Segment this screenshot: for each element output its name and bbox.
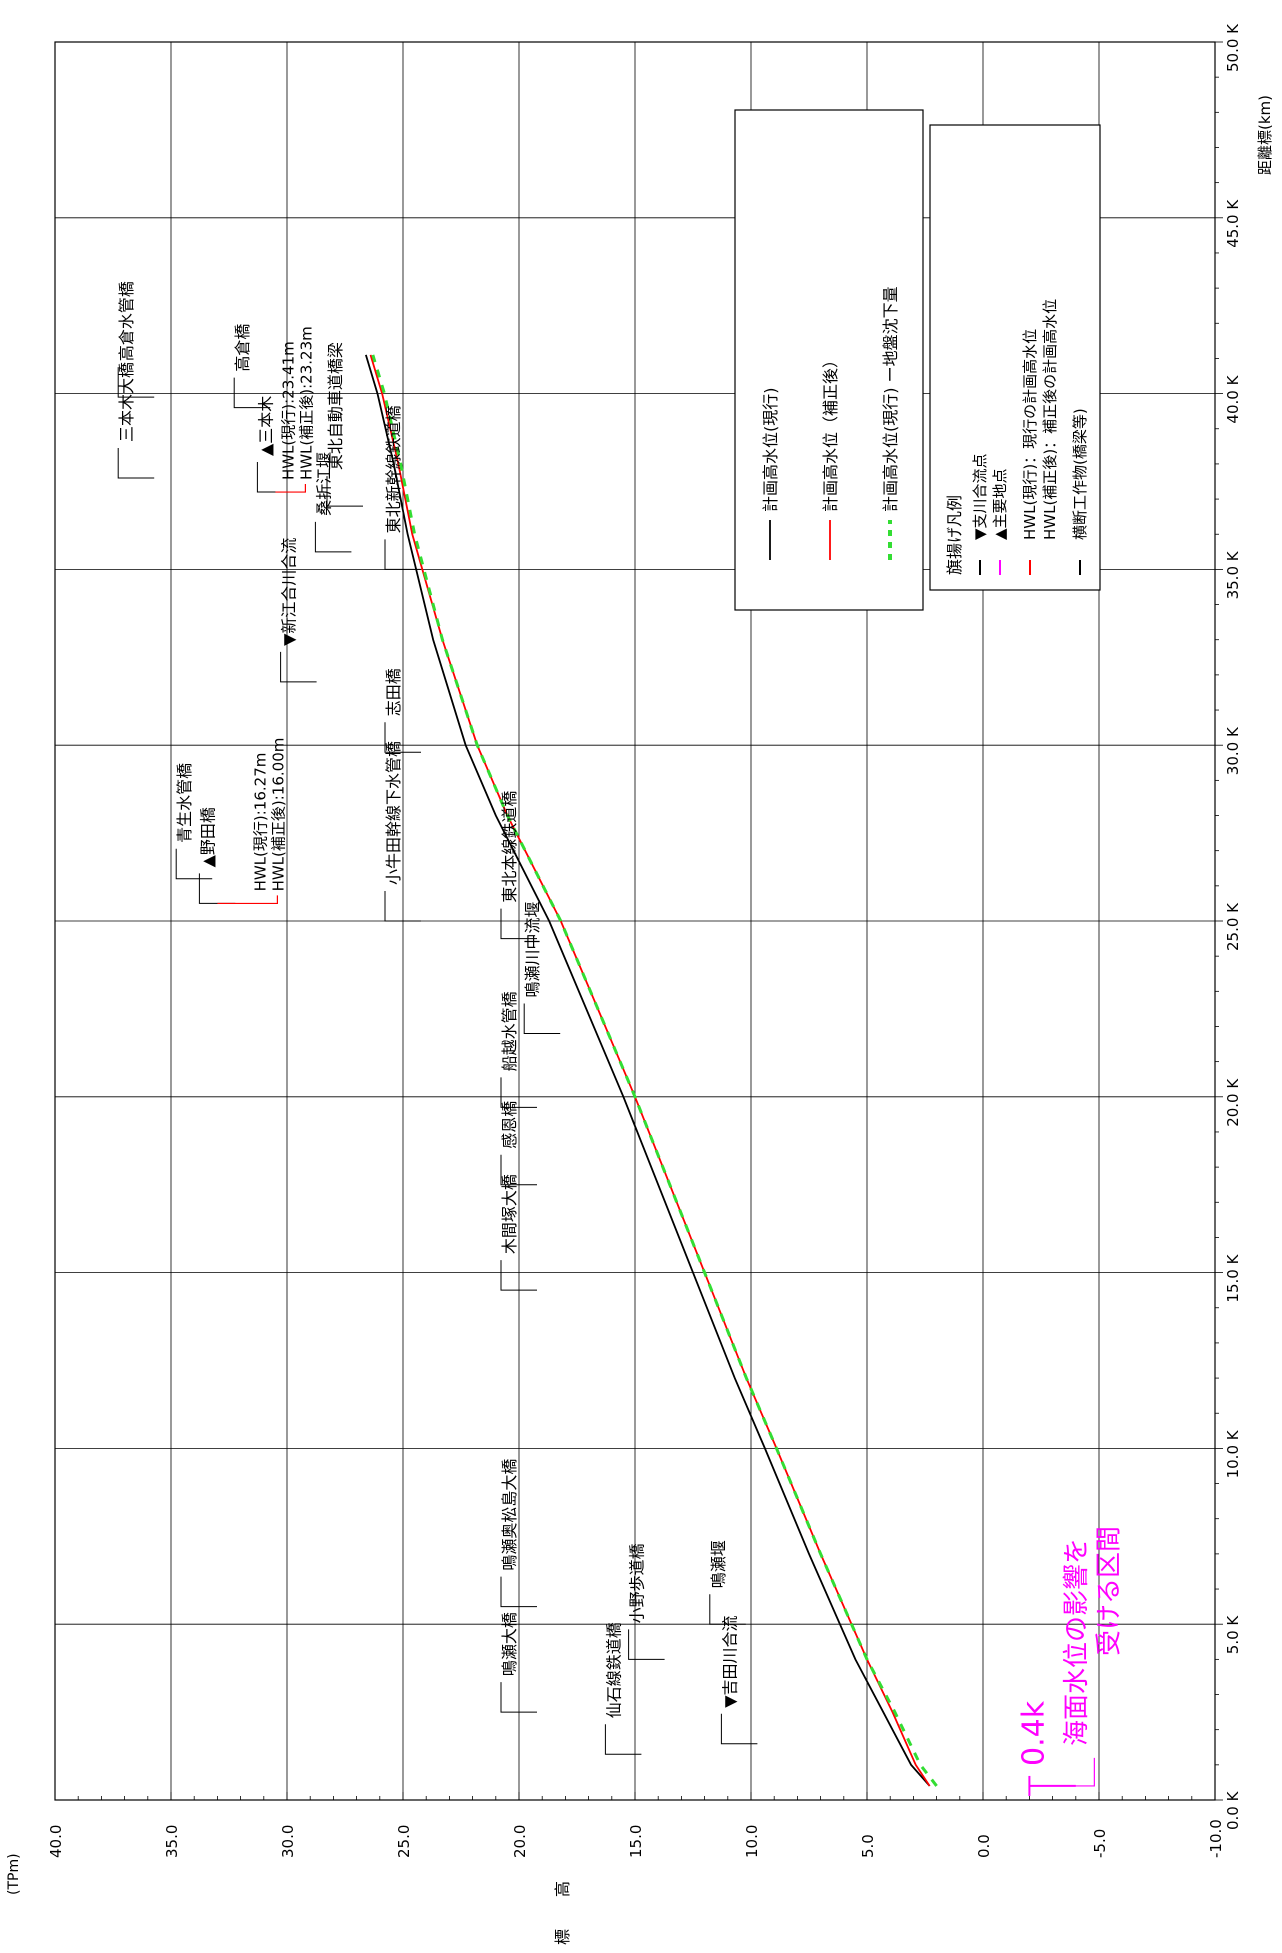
structure-label: 高倉水管橋 bbox=[117, 281, 136, 361]
y-tick-label: 0.0 bbox=[975, 1834, 993, 1858]
structure-label: 青生水管橋 bbox=[175, 763, 194, 843]
hwl-noda-corrected: HWL(補正後):16.00m bbox=[269, 738, 287, 892]
x-tick-label: 25.0 K bbox=[1224, 902, 1242, 951]
structure-label: 小牛田幹線下水管橋 bbox=[384, 741, 403, 885]
structure-label: 桑折江堰 bbox=[314, 452, 333, 516]
structure-label: 鳴瀬大橋 bbox=[500, 1612, 519, 1676]
structure-label: 小野歩道橋 bbox=[628, 1543, 647, 1623]
structure-flag bbox=[326, 476, 363, 507]
y-tick-label: 30.0 bbox=[279, 1825, 297, 1858]
x-tick-label: 50.0 K bbox=[1224, 23, 1242, 72]
y-tick-label: 40.0 bbox=[47, 1825, 65, 1858]
legend-flags bbox=[929, 124, 1101, 591]
y-tick-label: 35.0 bbox=[163, 1825, 181, 1858]
structure-flag bbox=[500, 1682, 537, 1713]
y-tick-label: -5.0 bbox=[1091, 1829, 1109, 1858]
structure-flag bbox=[117, 447, 155, 479]
x-tick-label: 10.0 K bbox=[1224, 1429, 1242, 1478]
structure-label: 高倉橋 bbox=[233, 324, 252, 372]
structure-label: 感恩橋 bbox=[500, 1101, 519, 1149]
x-tick-label: 30.0 K bbox=[1224, 726, 1242, 775]
structure-label: 東北新幹線鉄道橋 bbox=[384, 405, 403, 533]
sea-level-leader bbox=[1034, 1757, 1095, 1787]
structure-flag bbox=[500, 1260, 537, 1291]
legend2-item-label: HWL(現行)：現行の計画高水位 bbox=[1021, 329, 1039, 540]
structure-label: 鳴瀬奥松島大橋 bbox=[500, 1459, 519, 1571]
y-tick-label: 5.0 bbox=[859, 1834, 877, 1858]
sea-level-note-line1: 海面水位の影響を bbox=[1062, 1538, 1092, 1746]
legend2-item-label: HWL(補正後)：補正後の計画高水位 bbox=[1041, 299, 1059, 540]
structure-label: 仙石線鉄道橋 bbox=[604, 1622, 623, 1718]
x-tick-label: 5.0 K bbox=[1224, 1615, 1242, 1655]
hwl-flag-sanbongi bbox=[275, 484, 306, 493]
hwl-flag-noda bbox=[217, 895, 278, 905]
structure-flag bbox=[314, 521, 352, 553]
structure-flag bbox=[628, 1629, 665, 1660]
structure-flag bbox=[117, 367, 155, 398]
structure-label: ▲野田橋 bbox=[198, 807, 217, 867]
x-axis-label: 距離標(km) bbox=[1256, 95, 1274, 175]
legend2-item-label: ▼支川合流点 bbox=[971, 453, 989, 540]
structure-flag bbox=[500, 1077, 537, 1108]
structure-flag bbox=[384, 722, 421, 753]
structure-flag bbox=[384, 539, 421, 570]
x-tick-label: 40.0 K bbox=[1224, 374, 1242, 423]
structure-label: 木間塚大橋 bbox=[500, 1174, 519, 1254]
y-tick-label: 15.0 bbox=[627, 1825, 645, 1858]
x-tick-label: 35.0 K bbox=[1224, 550, 1242, 599]
series-line-2 bbox=[371, 354, 938, 1787]
x-tick-label: 15.0 K bbox=[1224, 1253, 1242, 1302]
legend-series bbox=[734, 109, 924, 611]
structure-flag bbox=[720, 1713, 758, 1745]
series-line-0 bbox=[365, 354, 931, 1787]
structure-flag bbox=[500, 908, 537, 940]
structure-label: ▼吉田川合流 bbox=[720, 1615, 739, 1707]
structure-flag bbox=[500, 1576, 537, 1608]
structure-label: ▲三本木 bbox=[256, 396, 275, 456]
structure-flag bbox=[198, 873, 236, 904]
x-tick-label: 20.0 K bbox=[1224, 1078, 1242, 1127]
structure-flag bbox=[604, 1724, 642, 1755]
legend2-item-label: ▲主要地点 bbox=[991, 468, 1009, 540]
structure-label: 三本木大橋 bbox=[117, 362, 136, 442]
sea-level-note-line2: 受ける区間 bbox=[1095, 1526, 1125, 1656]
legend-item-label: 計画高水位(現行) ー地盤沈下量 bbox=[881, 286, 900, 512]
structure-flag bbox=[384, 891, 421, 922]
y-tick-label: 20.0 bbox=[511, 1825, 529, 1858]
y-tick-label: 10.0 bbox=[743, 1825, 761, 1858]
structure-flag bbox=[500, 1154, 537, 1186]
legend2-title: 旗揚げ凡例 bbox=[945, 495, 964, 575]
hwl-sanbongi-corrected: HWL(補正後):23.23m bbox=[297, 326, 315, 480]
structure-label: 東北自動車道橋梁 bbox=[326, 342, 345, 470]
sea-level-km: 0.4k bbox=[1016, 1700, 1051, 1766]
x-tick-label: 0.0 K bbox=[1224, 1790, 1242, 1830]
structure-label: 東北本線鉄道橋 bbox=[500, 791, 519, 903]
structure-label: 鳴瀬川中流堰 bbox=[523, 901, 542, 997]
y-unit-label: (TPm) bbox=[6, 1853, 22, 1895]
structure-label: 船越水管橋 bbox=[500, 991, 519, 1071]
y-tick-label: -10.0 bbox=[1207, 1819, 1225, 1858]
legend-item-label: 計画高水位（補正後） bbox=[821, 352, 840, 512]
structure-flag bbox=[709, 1594, 746, 1625]
structure-flag bbox=[280, 651, 317, 683]
y-axis-label: 標 高 bbox=[553, 1881, 572, 1945]
structure-label: 鳴瀬堰 bbox=[709, 1540, 728, 1588]
structure-flag bbox=[523, 1003, 561, 1035]
structure-flag bbox=[233, 377, 271, 409]
hwl-sanbongi-current: HWL(現行):23.41m bbox=[279, 341, 297, 480]
legend-item-label: 計画高水位(現行) bbox=[761, 388, 780, 513]
y-tick-label: 25.0 bbox=[395, 1825, 413, 1858]
legend2-item-label: 横断工作物(橋梁等) bbox=[1071, 408, 1089, 540]
x-tick-label: 45.0 K bbox=[1224, 199, 1242, 248]
structure-flag bbox=[175, 848, 213, 880]
structure-label: ▼新江合川合流 bbox=[280, 538, 299, 646]
structure-label: 志田橋 bbox=[384, 668, 403, 716]
hwl-noda-current: HWL(現行):16.27m bbox=[251, 753, 269, 892]
